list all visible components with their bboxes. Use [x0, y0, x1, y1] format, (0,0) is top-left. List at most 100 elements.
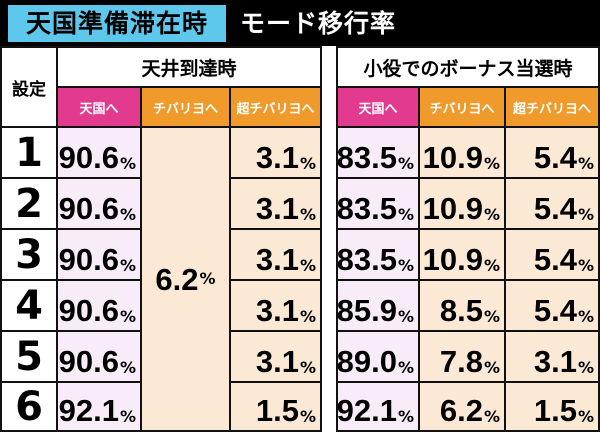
koyaku-chibariyo-cell: 6.2%	[418, 381, 506, 432]
group-header-koyaku: 小役でのボーナス当選時	[336, 46, 600, 88]
setting-number: 5	[15, 333, 43, 380]
ceiling-tengoku-cell-value: 90.6	[58, 242, 119, 277]
percent-sign: %	[119, 407, 136, 426]
percent-sign: %	[299, 205, 316, 224]
percent-sign: %	[577, 307, 594, 326]
koyaku-chibariyo-cell: 8.5%	[418, 279, 506, 332]
percent-sign: %	[119, 154, 136, 173]
settei-header: 設定	[0, 46, 58, 128]
koyaku-cho-chibariyo-cell-value: 5.4	[533, 191, 577, 226]
koyaku-tengoku-cell-value: 92.1	[336, 393, 397, 428]
koyaku-chibariyo-cell-value: 10.9	[422, 140, 483, 175]
ceiling-tengoku-cell-value: 90.6	[58, 191, 119, 226]
column-gap	[322, 46, 336, 432]
percent-sign: %	[397, 358, 414, 377]
subheader-koyaku-chibariyo: チバリヨへ	[418, 86, 506, 128]
ceiling-tengoku-cell: 90.6%	[56, 228, 142, 281]
subheader-ceiling-cho-chibariyo: 超チバリヨへ	[229, 86, 322, 128]
setting-number-cell: 1	[0, 126, 58, 179]
koyaku-tengoku-cell-value: 83.5	[336, 242, 397, 277]
percent-sign: %	[299, 154, 316, 173]
ceiling-cho-chibariyo-cell-value: 1.5	[255, 393, 299, 428]
ceiling-tengoku-cell: 92.1%	[56, 381, 142, 432]
subheader-label: チバリヨへ	[152, 101, 218, 117]
koyaku-cho-chibariyo-cell: 5.4%	[504, 279, 600, 332]
group-header-ceiling-label: 天井到達時	[141, 57, 237, 80]
percent-sign: %	[483, 154, 500, 173]
ceiling-chibariyo-merged-cell: 6.2%	[140, 126, 231, 432]
setting-number-cell: 6	[0, 381, 58, 432]
percent-sign: %	[577, 154, 594, 173]
subheader-ceiling-tengoku: 天国へ	[56, 86, 142, 128]
percent-sign: %	[299, 407, 316, 426]
koyaku-cho-chibariyo-cell: 5.4%	[504, 126, 600, 179]
setting-number-cell: 2	[0, 177, 58, 230]
page-title: 天国準備滞在時	[8, 5, 226, 42]
ceiling-cho-chibariyo-cell-value: 3.1	[255, 293, 299, 328]
koyaku-chibariyo-cell: 10.9%	[418, 177, 506, 230]
header-bar: 天国準備滞在時 モード移行率	[0, 0, 600, 46]
ceiling-cho-chibariyo-cell: 3.1%	[229, 126, 322, 179]
ceiling-cho-chibariyo-cell: 3.1%	[229, 177, 322, 230]
subheader-koyaku-tengoku: 天国へ	[336, 86, 420, 128]
koyaku-chibariyo-cell-value: 7.8	[439, 344, 483, 379]
percent-sign: %	[199, 269, 216, 288]
ceiling-chibariyo-merged-cell-value: 6.2	[155, 261, 199, 297]
koyaku-cho-chibariyo-cell: 1.5%	[504, 381, 600, 432]
percent-sign: %	[397, 256, 414, 275]
setting-number: 2	[15, 180, 43, 227]
percent-sign: %	[397, 407, 414, 426]
settei-header-label: 設定	[12, 79, 46, 100]
ceiling-tengoku-cell: 90.6%	[56, 279, 142, 332]
subheader-label: 超チバリヨへ	[512, 101, 591, 117]
percent-sign: %	[397, 205, 414, 224]
subheader-label: チバリヨへ	[429, 101, 495, 117]
percent-sign: %	[119, 358, 136, 377]
subheader-koyaku-cho-chibariyo: 超チバリヨへ	[504, 86, 600, 128]
koyaku-tengoku-cell: 83.5%	[336, 177, 420, 230]
setting-number: 1	[15, 129, 43, 176]
ceiling-tengoku-cell: 90.6%	[56, 330, 142, 383]
koyaku-cho-chibariyo-cell-value: 5.4	[533, 242, 577, 277]
setting-number-cell: 3	[0, 228, 58, 281]
percent-sign: %	[483, 307, 500, 326]
koyaku-chibariyo-cell-value: 10.9	[422, 191, 483, 226]
koyaku-cho-chibariyo-cell: 5.4%	[504, 228, 600, 281]
setting-number: 4	[15, 282, 43, 329]
subheader-label: 天国へ	[358, 101, 398, 117]
page-subtitle: モード移行率	[240, 9, 397, 38]
percent-sign: %	[299, 256, 316, 275]
koyaku-chibariyo-cell: 10.9%	[418, 228, 506, 281]
percent-sign: %	[577, 205, 594, 224]
percent-sign: %	[299, 307, 316, 326]
percent-sign: %	[577, 407, 594, 426]
ceiling-cho-chibariyo-cell-value: 3.1	[255, 242, 299, 277]
percent-sign: %	[119, 205, 136, 224]
koyaku-cho-chibariyo-cell-value: 5.4	[533, 293, 577, 328]
koyaku-tengoku-cell: 83.5%	[336, 228, 420, 281]
koyaku-cho-chibariyo-cell: 3.1%	[504, 330, 600, 383]
koyaku-chibariyo-cell: 10.9%	[418, 126, 506, 179]
ceiling-cho-chibariyo-cell: 3.1%	[229, 228, 322, 281]
subheader-ceiling-chibariyo: チバリヨへ	[140, 86, 231, 128]
koyaku-tengoku-cell-value: 83.5	[336, 191, 397, 226]
ceiling-cho-chibariyo-cell: 3.1%	[229, 330, 322, 383]
koyaku-cho-chibariyo-cell-value: 5.4	[533, 140, 577, 175]
koyaku-tengoku-cell-value: 83.5	[336, 140, 397, 175]
ceiling-cho-chibariyo-cell: 1.5%	[229, 381, 322, 432]
setting-number: 3	[15, 231, 43, 278]
koyaku-tengoku-cell-value: 89.0	[336, 344, 397, 379]
ceiling-tengoku-cell: 90.6%	[56, 126, 142, 179]
koyaku-cho-chibariyo-cell: 5.4%	[504, 177, 600, 230]
subheader-label: 超チバリヨへ	[236, 101, 315, 117]
ceiling-tengoku-cell-value: 90.6	[58, 140, 119, 175]
koyaku-tengoku-cell-value: 85.9	[336, 293, 397, 328]
ceiling-cho-chibariyo-cell-value: 3.1	[255, 344, 299, 379]
ceiling-tengoku-cell-value: 92.1	[58, 393, 119, 428]
ceiling-tengoku-cell-value: 90.6	[58, 293, 119, 328]
ceiling-cho-chibariyo-cell: 3.1%	[229, 279, 322, 332]
percent-sign: %	[483, 407, 500, 426]
koyaku-tengoku-cell: 89.0%	[336, 330, 420, 383]
percent-sign: %	[397, 307, 414, 326]
percent-sign: %	[577, 256, 594, 275]
